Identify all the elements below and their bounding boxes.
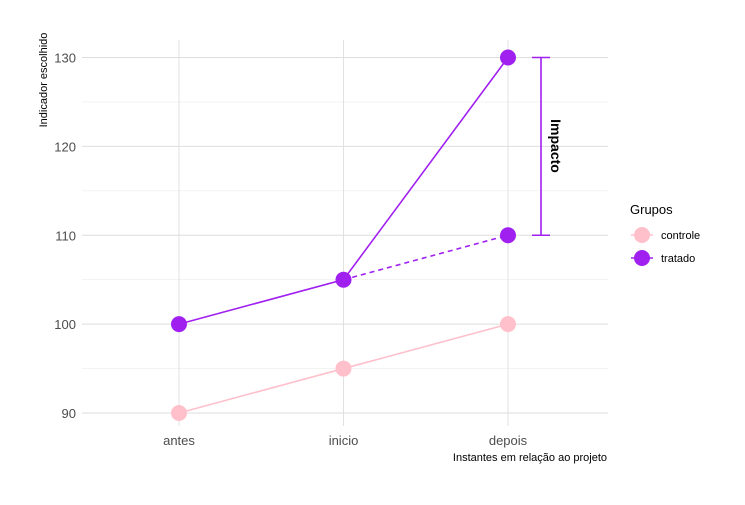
- series-points: [171, 49, 516, 421]
- legend-title: Grupos: [630, 202, 673, 217]
- impact-label: Impacto: [548, 119, 564, 173]
- x-tick-label: antes: [163, 433, 195, 448]
- grid: [82, 40, 608, 426]
- point-controle-inicio: [335, 360, 352, 377]
- x-tick-labels: antes inicio depois: [163, 433, 528, 448]
- legend-label-tratado: tratado: [661, 253, 695, 265]
- legend: Grupos controle tratado: [630, 202, 700, 266]
- y-tick-label: 100: [54, 317, 76, 332]
- y-tick-labels: 90 100 110 120 130: [54, 51, 76, 422]
- point-tratado-depois: [500, 49, 516, 66]
- x-tick-label: depois: [489, 433, 528, 448]
- point-controle-antes: [171, 405, 187, 421]
- legend-key-point-controle: [634, 227, 650, 243]
- y-tick-label: 90: [62, 406, 76, 421]
- x-tick-label: inicio: [329, 433, 359, 448]
- y-axis-title: Indicador escolhido: [38, 33, 50, 128]
- y-tick-label: 130: [54, 51, 76, 66]
- counterfactual-point: [500, 227, 516, 244]
- impact-annotation: Impacto: [532, 56, 564, 237]
- y-tick-label: 120: [54, 139, 76, 154]
- y-tick-label: 110: [55, 228, 76, 243]
- legend-label-controle: controle: [661, 230, 700, 242]
- point-controle-depois: [500, 316, 516, 333]
- counterfactual-line: [343, 234, 509, 281]
- legend-key-point-tratado: [634, 250, 650, 266]
- x-axis-title: Instantes em relação ao projeto: [453, 452, 607, 464]
- point-tratado-inicio: [335, 271, 352, 288]
- point-tratado-antes: [171, 316, 187, 333]
